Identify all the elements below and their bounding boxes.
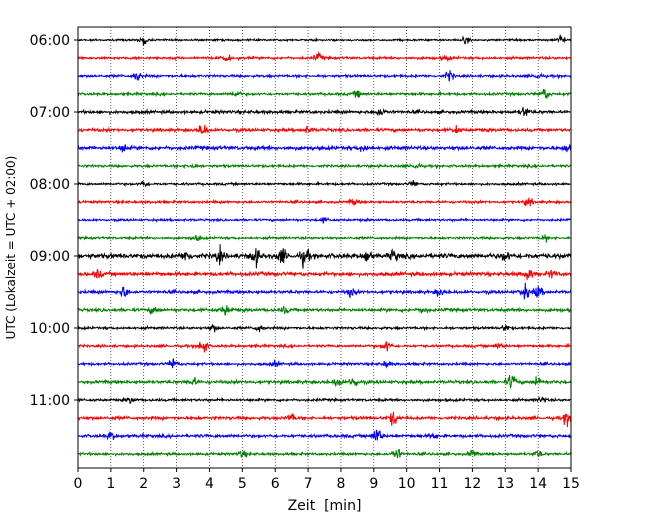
trace-line <box>77 70 572 82</box>
x-tick-label: 7 <box>304 476 313 492</box>
y-axis-label: UTC (Lokalzeit = UTC + 02:00) <box>4 156 18 340</box>
y-axis-ticks: 06:00 07:00 08:00 09:00 10:00 11:00 <box>30 33 78 409</box>
x-tick-label: 2 <box>139 476 148 492</box>
trace-line <box>77 244 572 269</box>
trace-line <box>77 357 572 369</box>
trace-line <box>77 323 572 333</box>
y-tick-label: 06:00 <box>30 33 70 49</box>
trace-line <box>77 161 572 170</box>
trace-line <box>77 180 572 188</box>
x-tick-label: 5 <box>238 476 247 492</box>
trace-line <box>77 305 572 316</box>
y-tick-label: 10:00 <box>30 321 70 337</box>
x-tick-label: 13 <box>496 476 514 492</box>
trace-line <box>77 124 572 135</box>
x-tick-label: 6 <box>271 476 280 492</box>
trace-line <box>77 143 572 153</box>
x-tick-label: 15 <box>562 476 580 492</box>
trace-line <box>77 51 572 62</box>
x-tick-label: 0 <box>74 476 83 492</box>
trace-line <box>77 88 572 99</box>
trace-line <box>77 340 572 353</box>
x-tick-label: 11 <box>431 476 449 492</box>
trace-line <box>77 34 572 46</box>
trace-line <box>77 396 572 405</box>
trace-line <box>77 374 572 389</box>
x-tick-label: 1 <box>106 476 115 492</box>
x-tick-label: 8 <box>336 476 345 492</box>
trace-line <box>77 282 572 300</box>
trace-series-group <box>77 34 572 459</box>
trace-line <box>77 197 572 207</box>
x-tick-label: 12 <box>463 476 481 492</box>
trace-line <box>77 106 572 117</box>
x-tick-label: 14 <box>529 476 547 492</box>
trace-line <box>77 411 572 428</box>
trace-line <box>77 217 572 224</box>
x-tick-label: 9 <box>369 476 378 492</box>
x-axis-label: Zeit [min] <box>288 498 362 514</box>
x-tick-label: 4 <box>205 476 214 492</box>
trace-line <box>77 234 572 243</box>
trace-line <box>77 429 572 441</box>
trace-line <box>77 268 572 280</box>
y-tick-label: 08:00 <box>30 177 70 193</box>
plot-frame <box>77 26 572 469</box>
trace-line <box>77 449 572 459</box>
x-axis-ticks: 0 1 2 3 4 5 6 7 8 9 10 11 12 13 14 15 <box>74 468 580 492</box>
x-tick-label: 3 <box>172 476 181 492</box>
y-tick-label: 09:00 <box>30 249 70 265</box>
y-tick-label: 11:00 <box>30 393 70 409</box>
x-tick-label: 10 <box>398 476 416 492</box>
y-tick-label: 07:00 <box>30 105 70 121</box>
